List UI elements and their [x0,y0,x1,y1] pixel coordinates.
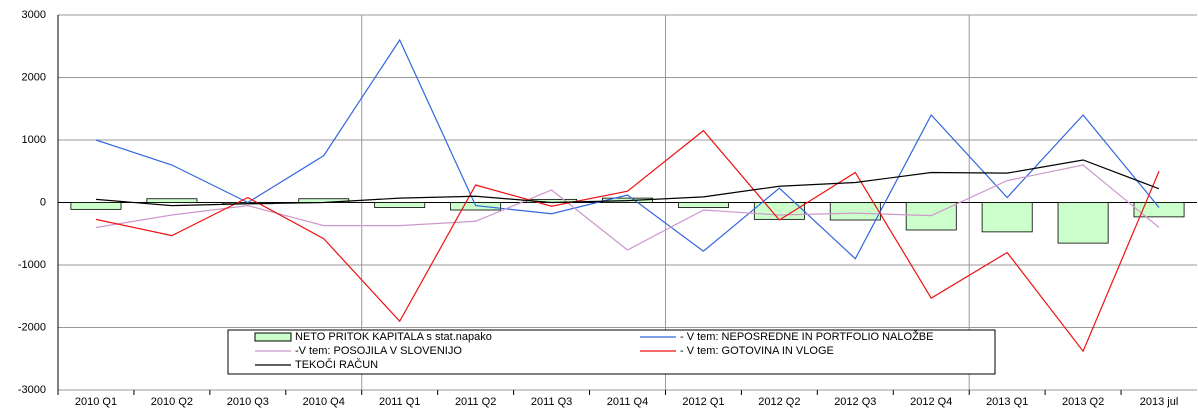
x-tick-label: 2011 Q2 [455,396,496,408]
y-tick-label: -3000 [18,384,46,396]
bar [905,202,957,231]
line [95,129,1160,353]
x-tick-label: 2013 Q2 [1062,396,1104,408]
legend-label: NETO PRITOK KAPITALA s stat.napako [295,331,492,343]
x-tick-label: 2012 Q1 [682,396,724,408]
bar [450,202,502,211]
x-tick-label: 2010 Q3 [227,396,269,408]
y-tick-label: -1000 [18,259,46,271]
x-tick-label: 2012 Q2 [758,396,800,408]
legend-label: -V tem: POSOJILA V SLOVENIJO [295,345,462,357]
y-tick-label: 1000 [22,134,46,146]
y-tick-label: 0 [40,196,46,208]
x-tick-label: 2011 Q4 [607,396,648,408]
bar [829,202,881,221]
line [95,164,1160,251]
legend-box [227,329,996,375]
bar [146,198,198,203]
x-tick-label: 2012 Q4 [910,396,952,408]
x-tick-label: 2013 jul [1140,396,1179,408]
x-tick-label: 2011 Q1 [379,396,420,408]
bar [981,202,1033,233]
legend-swatch [254,332,292,342]
x-tick-label: 2012 Q3 [834,396,876,408]
bar [374,202,426,208]
bar [70,202,122,210]
bar [677,202,729,208]
line [95,38,1160,260]
bar [1133,202,1185,218]
legend-label: - V tem: NEPOSREDNE IN PORTFOLIO NALOŽBE [680,330,933,343]
y-tick-label: 2000 [22,71,46,83]
x-tick-label: 2010 Q2 [151,396,193,408]
bar [1057,202,1109,244]
y-tick-label: 3000 [22,9,46,21]
x-tick-label: 2010 Q1 [75,396,117,408]
x-tick-label: 2010 Q4 [303,396,345,408]
legend-label: - V tem: GOTOVINA IN VLOGE [680,345,834,357]
y-tick-label: -2000 [18,321,46,333]
line [95,159,1160,207]
legend-label: TEKOČI RAČUN [295,358,378,371]
x-tick-label: 2013 Q1 [986,396,1028,408]
x-tick-label: 2011 Q3 [531,396,572,408]
